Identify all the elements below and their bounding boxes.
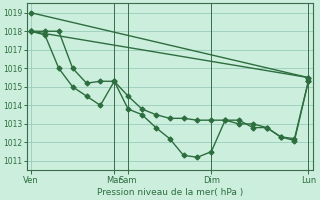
X-axis label: Pression niveau de la mer( hPa ): Pression niveau de la mer( hPa ) xyxy=(97,188,243,197)
